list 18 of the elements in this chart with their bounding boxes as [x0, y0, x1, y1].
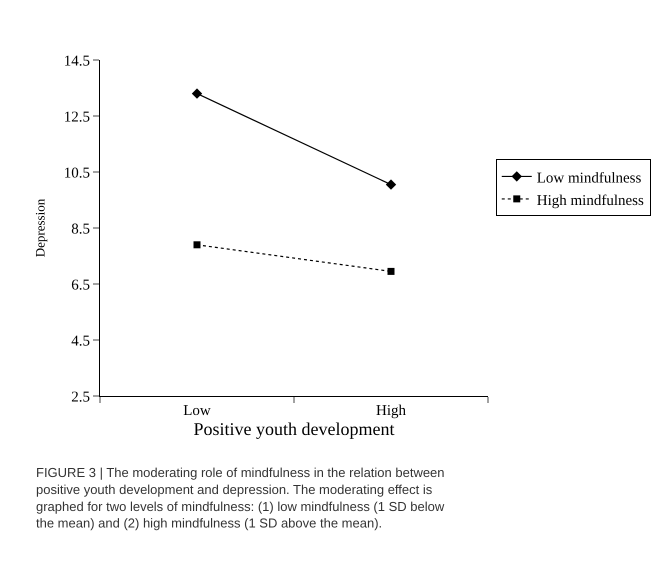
y-tick-label: 14.5 [64, 53, 90, 70]
y-tick-label: 4.5 [71, 333, 90, 350]
y-tick-label: 8.5 [71, 221, 90, 238]
point [386, 179, 396, 190]
x-tick-label: High [376, 403, 406, 419]
legend-label: Low mindfulness [536, 170, 642, 186]
y-tick-label: 6.5 [71, 277, 90, 294]
y-tick-label: 10.5 [64, 165, 90, 182]
y-tick-label: 12.5 [64, 109, 90, 126]
y-tick-label: 2.5 [71, 389, 90, 406]
legend-label: High mindfulness [536, 192, 644, 209]
y-axis-title: Depression [32, 198, 48, 258]
point [192, 88, 202, 99]
point [388, 268, 394, 275]
point [194, 241, 200, 248]
x-axis-title: Positive youth development [194, 419, 394, 439]
caption: FIGURE 3 | The moderating role of mindfulness in the relation between positive youth development and depression. The moderating effect is graphed for two levels of mindfulness: (1) low mindfulness (1 SD below the mean) and (2) high mindfulness (1 SD above the mean). [36, 465, 445, 531]
x-tick-label: Low [183, 403, 211, 419]
